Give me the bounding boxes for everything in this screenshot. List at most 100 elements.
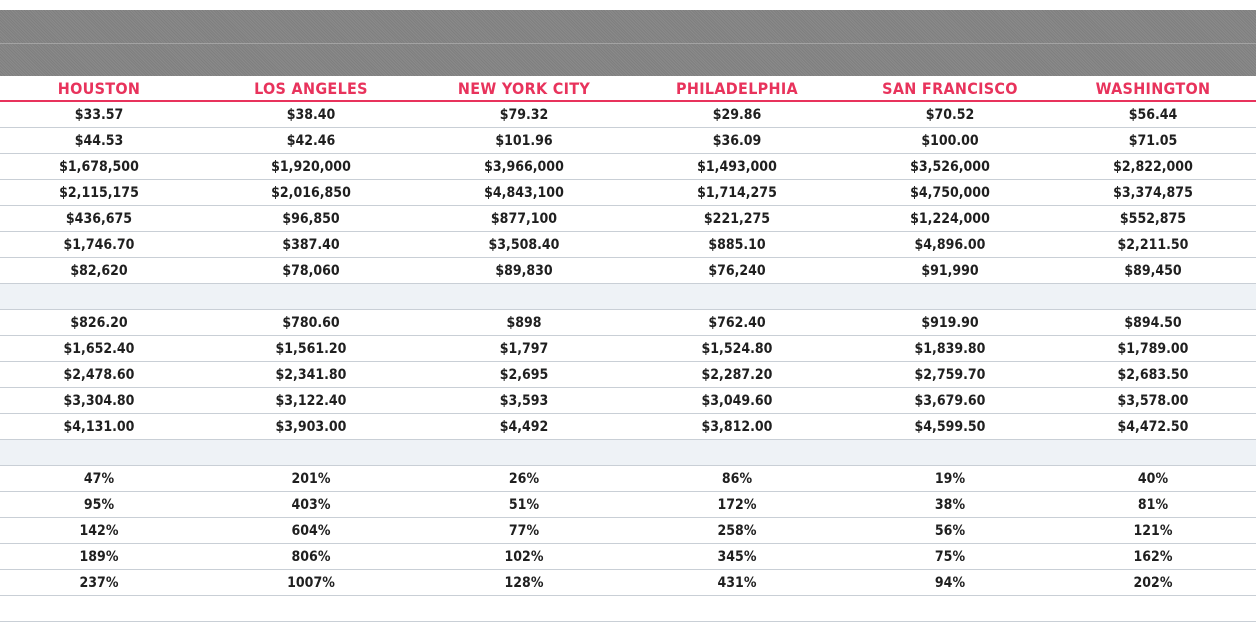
table-cell: $221,275 — [703, 210, 771, 227]
table-header-row: HOUSTON LOS ANGELES NEW YORK CITY PHILAD… — [0, 76, 1256, 102]
table-cell: $70.52 — [925, 106, 975, 123]
table-cell: $91,990 — [921, 262, 979, 279]
table-cell: 26% — [508, 470, 540, 487]
table-cell: $762.40 — [708, 314, 766, 331]
table-cell: $4,472.50 — [1117, 418, 1189, 435]
section-divider-row — [0, 284, 1256, 310]
table-cell: 38% — [934, 496, 966, 513]
table-cell: $42.46 — [286, 132, 336, 149]
table-row: $1,652.40 $1,561.20 $1,797 $1,524.80 $1,839.… — [0, 336, 1256, 362]
table-row: 189% 806% 102% 345% 75% 162% — [0, 544, 1256, 570]
table-cell: $919.90 — [921, 314, 979, 331]
table-cell: 86% — [721, 470, 753, 487]
table-cell: $100.00 — [921, 132, 979, 149]
table-cell: $436,675 — [65, 210, 133, 227]
table-cell: $3,679.60 — [914, 392, 986, 409]
table-cell: 40% — [1137, 470, 1169, 487]
table-cell: $2,759.70 — [914, 366, 986, 383]
table-cell: $894.50 — [1124, 314, 1182, 331]
header-houston: HOUSTON — [57, 78, 141, 98]
table-cell: 806% — [291, 548, 331, 565]
table-cell: $89,450 — [1124, 262, 1182, 279]
table-cell: 75% — [934, 548, 966, 565]
table-row: $1,678,500 $1,920,000 $3,966,000 $1,493,000… — [0, 154, 1256, 180]
table-cell: $1,714,275 — [697, 184, 777, 201]
table-cell: 201% — [291, 470, 331, 487]
table-cell: $4,131.00 — [63, 418, 135, 435]
table-cell: 431% — [717, 574, 757, 591]
table-cell: $36.09 — [712, 132, 762, 149]
table-cell: 162% — [1133, 548, 1173, 565]
table-row: $436,675 $96,850 $877,100 $221,275 $1,224,00… — [0, 206, 1256, 232]
table-cell: $3,122.40 — [275, 392, 347, 409]
table-cell: 189% — [79, 548, 119, 565]
table-cell: $1,746.70 — [63, 236, 135, 253]
table-cell: $885.10 — [708, 236, 766, 253]
table-cell: $3,578.00 — [1117, 392, 1189, 409]
table-cell: $780.60 — [282, 314, 340, 331]
table-cell: $1,652.40 — [63, 340, 135, 357]
table-cell: $552,875 — [1119, 210, 1187, 227]
table-cell: $1,920,000 — [271, 158, 351, 175]
table-cell: 47% — [83, 470, 115, 487]
table-cell: 51% — [508, 496, 540, 513]
table-row: 95% 403% 51% 172% 38% 81% — [0, 492, 1256, 518]
table-cell: $89,830 — [495, 262, 553, 279]
table-cell: $4,750,000 — [910, 184, 990, 201]
table-cell: $1,524.80 — [701, 340, 773, 357]
table-title-band — [0, 10, 1256, 76]
table-cell: $2,016,850 — [271, 184, 351, 201]
header-washington: WASHINGTON — [1095, 78, 1211, 98]
table-row: $33.57 $38.40 $79.32 $29.86 $70.52 $56.44 — [0, 102, 1256, 128]
table-cell: $4,896.00 — [914, 236, 986, 253]
table-cell: $4,599.50 — [914, 418, 986, 435]
table-cell: $3,304.80 — [63, 392, 135, 409]
table-cell: 94% — [934, 574, 966, 591]
table-cell: 19% — [934, 470, 966, 487]
table-cell: 258% — [717, 522, 757, 539]
table-cell: 345% — [717, 548, 757, 565]
table-row: 47% 201% 26% 86% 19% 40% — [0, 466, 1256, 492]
table-cell: $79.32 — [499, 106, 549, 123]
table-cell: $3,374,875 — [1113, 184, 1193, 201]
table-cell: $3,049.60 — [701, 392, 773, 409]
table-cell: 56% — [934, 522, 966, 539]
table-cell: $4,492 — [499, 418, 549, 435]
table-cell: 237% — [79, 574, 119, 591]
table-cell: $1,789.00 — [1117, 340, 1189, 357]
header-san-francisco: SAN FRANCISCO — [882, 78, 1018, 98]
table-row: 142% 604% 77% 258% 56% 121% — [0, 518, 1256, 544]
table-cell: 403% — [291, 496, 331, 513]
table-cell: $29.86 — [712, 106, 762, 123]
table-cell: 128% — [504, 574, 544, 591]
table-cell: $3,508.40 — [488, 236, 560, 253]
table-cell: $387.40 — [282, 236, 340, 253]
table-cell: $96,850 — [282, 210, 340, 227]
table-cell: 77% — [508, 522, 540, 539]
table-row: $2,115,175 $2,016,850 $4,843,100 $1,714,275… — [0, 180, 1256, 206]
section-divider-row — [0, 440, 1256, 466]
header-los-angeles: LOS ANGELES — [254, 78, 368, 98]
table-cell: $3,966,000 — [484, 158, 564, 175]
table-cell: $38.40 — [286, 106, 336, 123]
table-cell: $3,593 — [499, 392, 549, 409]
table-cell: $71.05 — [1128, 132, 1178, 149]
table-cell: $1,839.80 — [914, 340, 986, 357]
table-cell: 202% — [1133, 574, 1173, 591]
header-philadelphia: PHILADELPHIA — [676, 78, 798, 98]
table-row: $2,478.60 $2,341.80 $2,695 $2,287.20 $2,759.… — [0, 362, 1256, 388]
table-cell: $2,822,000 — [1113, 158, 1193, 175]
table-cell: $877,100 — [490, 210, 558, 227]
table-cell: 142% — [79, 522, 119, 539]
table-cell: $3,526,000 — [910, 158, 990, 175]
table-cell: $2,287.20 — [701, 366, 773, 383]
table-cell: $56.44 — [1128, 106, 1178, 123]
table-cell: 172% — [717, 496, 757, 513]
table-cell: $2,695 — [499, 366, 549, 383]
table-row: $44.53 $42.46 $101.96 $36.09 $100.00 $71.05 — [0, 128, 1256, 154]
table-cell: $898 — [506, 314, 542, 331]
table-cell: 102% — [504, 548, 544, 565]
table-cell: $4,843,100 — [484, 184, 564, 201]
table-cell: 121% — [1133, 522, 1173, 539]
table-cell: $2,478.60 — [63, 366, 135, 383]
